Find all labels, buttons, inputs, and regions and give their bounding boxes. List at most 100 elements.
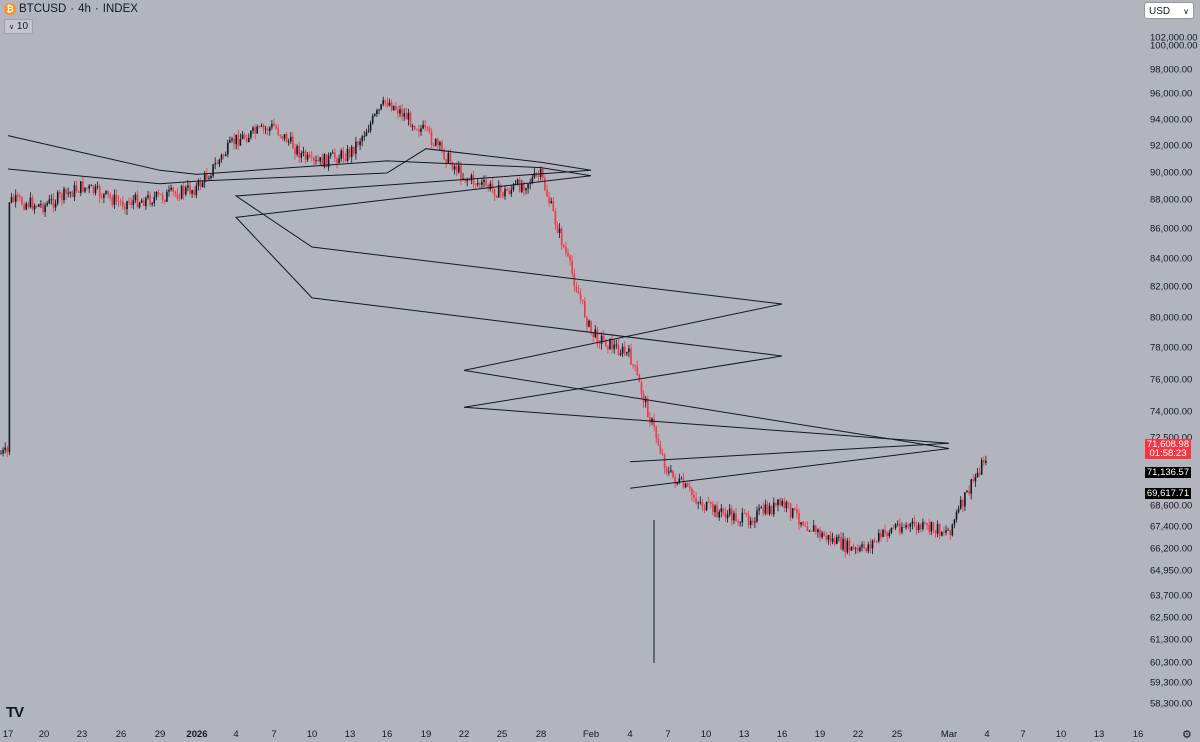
- candle-body: [50, 198, 53, 200]
- candle-body: [934, 530, 937, 534]
- candle-body: [451, 162, 454, 170]
- x-tick-label: 29: [154, 729, 166, 740]
- candle-body: [23, 204, 25, 210]
- tradingview-logo-icon[interactable]: TV: [6, 704, 24, 721]
- candle-body: [161, 194, 164, 200]
- candle-body: [623, 346, 626, 354]
- x-tick-label: 10: [306, 729, 318, 740]
- candle-body: [844, 538, 846, 553]
- candle-body: [390, 102, 393, 111]
- x-tick-label: 19: [814, 729, 826, 740]
- price-tag: 71,136.57: [1145, 466, 1191, 478]
- candle-body: [804, 525, 807, 527]
- candle-body: [947, 529, 949, 531]
- candle-body: [695, 497, 697, 504]
- candle-body: [220, 154, 223, 160]
- candle-body: [441, 142, 443, 150]
- candle-body: [766, 504, 769, 515]
- candle-body: [957, 508, 960, 513]
- candle-body: [61, 193, 63, 201]
- candle-body: [504, 188, 506, 197]
- candle-body: [945, 530, 947, 533]
- candle-body: [212, 164, 214, 176]
- moving-average-line-1: [7, 135, 950, 463]
- candle-body: [815, 525, 817, 533]
- candle-body: [915, 526, 918, 531]
- candle-body: [407, 112, 410, 120]
- candle-body: [617, 344, 620, 356]
- candle-body: [73, 185, 76, 197]
- candle-body: [155, 192, 158, 197]
- symbol-header[interactable]: ₿ BTCUSD · 4h · INDEX: [4, 3, 138, 15]
- moving-average-line-2: [7, 148, 950, 489]
- candle-body: [754, 521, 756, 523]
- candle-body: [455, 166, 458, 173]
- gear-icon[interactable]: ⚙: [1182, 729, 1192, 741]
- currency-select[interactable]: USD ∨: [1144, 2, 1194, 19]
- candle-body: [602, 335, 605, 340]
- candle-body: [319, 157, 321, 162]
- candle-body: [581, 299, 584, 301]
- candle-body: [94, 186, 97, 194]
- candle-body: [336, 158, 338, 164]
- candle-body: [119, 201, 122, 203]
- candle-body: [458, 165, 460, 173]
- x-tick-label: 7: [271, 729, 277, 740]
- candle-body: [327, 155, 330, 168]
- candle-body: [518, 179, 521, 192]
- header-separator: ·: [70, 3, 75, 15]
- indicator-toggle[interactable]: ∨ 10: [4, 19, 34, 34]
- candle-body: [672, 470, 674, 478]
- x-tick-label: 20: [38, 729, 50, 740]
- candle-body: [197, 180, 200, 186]
- candle-body: [747, 515, 750, 525]
- candle-body: [359, 141, 361, 146]
- candle-body: [613, 344, 615, 350]
- candle-body: [109, 194, 111, 198]
- candle-body: [493, 188, 496, 197]
- candle-body: [749, 520, 752, 525]
- candle-body: [565, 246, 567, 253]
- y-tick-label: 67,400.00: [1150, 521, 1193, 533]
- candle-body: [506, 188, 508, 191]
- candle-body: [182, 185, 185, 195]
- candle-body: [290, 136, 292, 142]
- candle-body: [63, 188, 65, 201]
- candle-body: [726, 514, 729, 518]
- candle-body: [802, 522, 804, 526]
- candle-body: [365, 132, 368, 137]
- candle-body: [269, 127, 271, 132]
- candle-body: [932, 522, 935, 531]
- candle-body: [201, 182, 204, 187]
- candle-body: [132, 200, 135, 205]
- candle-body: [605, 339, 607, 347]
- currency-label: USD: [1149, 6, 1171, 17]
- candle-body: [380, 104, 382, 110]
- candle-body: [896, 523, 899, 525]
- candle-body: [193, 190, 195, 196]
- interval: 4h: [78, 3, 91, 15]
- candle-body: [686, 483, 689, 487]
- candle-body: [705, 502, 708, 511]
- y-tick-label: 58,300.00: [1150, 698, 1193, 710]
- candle-body: [382, 100, 384, 105]
- candle-body: [353, 146, 355, 154]
- x-tick-label: 22: [852, 729, 864, 740]
- candle-body: [777, 499, 779, 506]
- candle-body: [850, 546, 853, 551]
- candle-body: [472, 175, 475, 185]
- candle-body: [831, 538, 834, 542]
- x-tick-label: 13: [738, 729, 750, 740]
- candle-body: [873, 540, 876, 542]
- candle-body: [426, 127, 429, 129]
- candle-body: [308, 154, 311, 157]
- candle-body: [502, 192, 504, 197]
- candle-body: [634, 365, 636, 367]
- candle-body: [264, 128, 267, 130]
- x-tick-label: 23: [76, 729, 88, 740]
- candle-body: [151, 203, 153, 205]
- y-tick-label: 66,200.00: [1150, 543, 1193, 555]
- candle-body: [886, 532, 888, 537]
- candle-body: [712, 503, 714, 513]
